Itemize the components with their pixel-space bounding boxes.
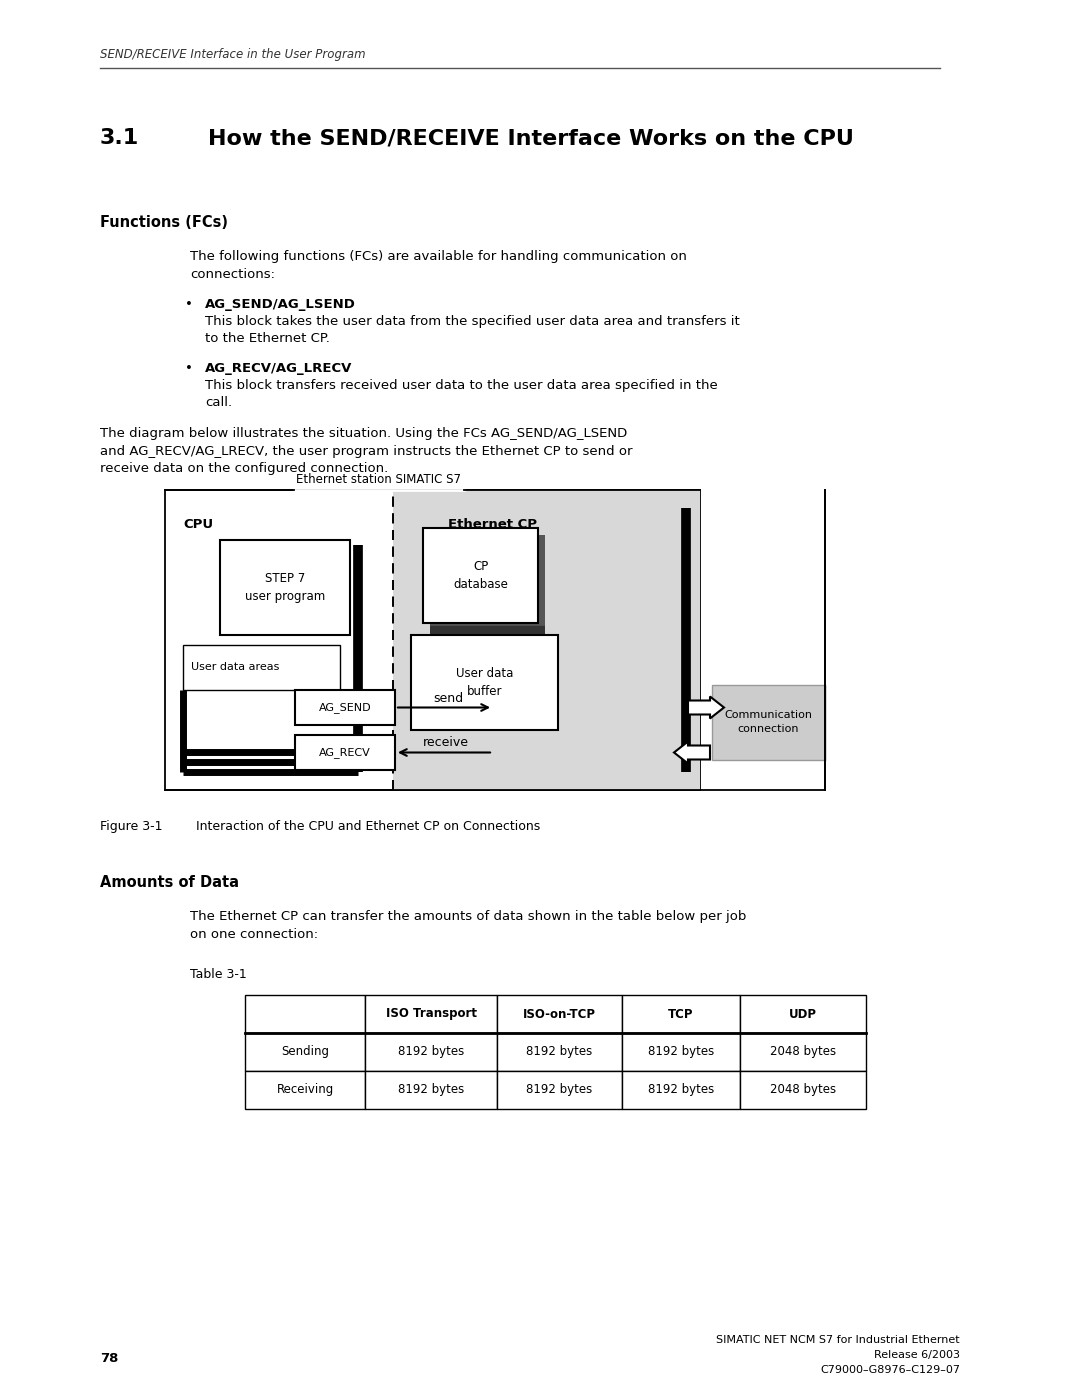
Text: •: •: [185, 298, 193, 312]
Bar: [245, 995, 365, 1032]
Bar: [740, 995, 866, 1032]
Text: Ethernet CP: Ethernet CP: [448, 518, 537, 531]
Bar: [165, 490, 700, 789]
Text: 8192 bytes: 8192 bytes: [397, 1084, 464, 1097]
Text: Amounts of Data: Amounts of Data: [100, 875, 239, 890]
Bar: [295, 735, 395, 770]
Text: Release 6/2003: Release 6/2003: [874, 1350, 960, 1361]
Bar: [622, 1032, 740, 1071]
Text: 2048 bytes: 2048 bytes: [770, 1084, 836, 1097]
Text: 8192 bytes: 8192 bytes: [526, 1045, 593, 1059]
Text: connections:: connections:: [190, 268, 275, 281]
Text: Receiving: Receiving: [276, 1084, 334, 1097]
Text: 78: 78: [100, 1352, 119, 1365]
Text: to the Ethernet CP.: to the Ethernet CP.: [205, 332, 329, 345]
Text: UDP: UDP: [789, 1007, 816, 1020]
Text: How the SEND/RECEIVE Interface Works on the CPU: How the SEND/RECEIVE Interface Works on …: [208, 129, 854, 148]
Bar: [430, 535, 545, 630]
Bar: [622, 1071, 740, 1109]
Bar: [183, 645, 340, 690]
Text: receive data on the configured connection.: receive data on the configured connectio…: [100, 462, 388, 475]
Bar: [220, 541, 350, 636]
Text: and AG_RECV/AG_LRECV, the user program instructs the Ethernet CP to send or: and AG_RECV/AG_LRECV, the user program i…: [100, 446, 633, 458]
Text: Communication
connection: Communication connection: [725, 711, 812, 735]
Bar: [365, 995, 497, 1032]
Text: AG_RECV/AG_LRECV: AG_RECV/AG_LRECV: [205, 362, 352, 374]
Bar: [245, 1032, 365, 1071]
Text: on one connection:: on one connection:: [190, 928, 319, 942]
Text: AG_SEND: AG_SEND: [319, 703, 372, 712]
FancyArrow shape: [688, 697, 724, 718]
Bar: [411, 636, 558, 731]
Text: CPU: CPU: [183, 518, 213, 531]
Text: 8192 bytes: 8192 bytes: [526, 1084, 593, 1097]
Bar: [497, 995, 622, 1032]
Text: 8192 bytes: 8192 bytes: [648, 1084, 714, 1097]
Bar: [497, 1032, 622, 1071]
Text: 8192 bytes: 8192 bytes: [397, 1045, 464, 1059]
Bar: [365, 1071, 497, 1109]
Text: User data areas: User data areas: [191, 662, 280, 672]
Bar: [295, 690, 395, 725]
Text: TCP: TCP: [669, 1007, 693, 1020]
Text: Interaction of the CPU and Ethernet CP on Connections: Interaction of the CPU and Ethernet CP o…: [195, 820, 540, 833]
Text: Table 3-1: Table 3-1: [190, 968, 246, 981]
Text: Sending: Sending: [281, 1045, 329, 1059]
Text: ISO-on-TCP: ISO-on-TCP: [523, 1007, 596, 1020]
Bar: [497, 1071, 622, 1109]
Text: C79000–G8976–C129–07: C79000–G8976–C129–07: [820, 1365, 960, 1375]
Text: Figure 3-1: Figure 3-1: [100, 820, 162, 833]
Text: STEP 7
user program: STEP 7 user program: [245, 571, 325, 604]
Text: 3.1: 3.1: [100, 129, 139, 148]
Text: The Ethernet CP can transfer the amounts of data shown in the table below per jo: The Ethernet CP can transfer the amounts…: [190, 909, 746, 923]
Text: 2048 bytes: 2048 bytes: [770, 1045, 836, 1059]
Bar: [622, 995, 740, 1032]
FancyArrow shape: [674, 742, 710, 764]
Text: User data
buffer: User data buffer: [456, 666, 513, 698]
Text: The following functions (FCs) are available for handling communication on: The following functions (FCs) are availa…: [190, 250, 687, 263]
Text: AG_SEND/AG_LSEND: AG_SEND/AG_LSEND: [205, 298, 356, 312]
Text: receive: receive: [423, 736, 469, 750]
Text: The diagram below illustrates the situation. Using the FCs AG_SEND/AG_LSEND: The diagram below illustrates the situat…: [100, 427, 627, 440]
Text: send: send: [433, 692, 463, 704]
Bar: [393, 490, 700, 789]
Text: Ethernet station SIMATIC S7: Ethernet station SIMATIC S7: [297, 474, 461, 486]
Bar: [712, 685, 825, 760]
Text: 8192 bytes: 8192 bytes: [648, 1045, 714, 1059]
Text: SIMATIC NET NCM S7 for Industrial Ethernet: SIMATIC NET NCM S7 for Industrial Ethern…: [716, 1336, 960, 1345]
Bar: [740, 1032, 866, 1071]
Text: AG_RECV: AG_RECV: [319, 747, 370, 759]
Bar: [740, 1071, 866, 1109]
Text: This block takes the user data from the specified user data area and transfers i: This block takes the user data from the …: [205, 314, 740, 328]
Text: SEND/RECEIVE Interface in the User Program: SEND/RECEIVE Interface in the User Progr…: [100, 47, 366, 61]
Bar: [245, 1071, 365, 1109]
Bar: [365, 1032, 497, 1071]
Text: Functions (FCs): Functions (FCs): [100, 215, 228, 231]
Text: ISO Transport: ISO Transport: [386, 1007, 476, 1020]
Text: This block transfers received user data to the user data area specified in the: This block transfers received user data …: [205, 379, 718, 393]
Bar: [423, 528, 538, 623]
Text: call.: call.: [205, 395, 232, 409]
Text: CP
database: CP database: [454, 560, 508, 591]
Text: •: •: [185, 362, 193, 374]
